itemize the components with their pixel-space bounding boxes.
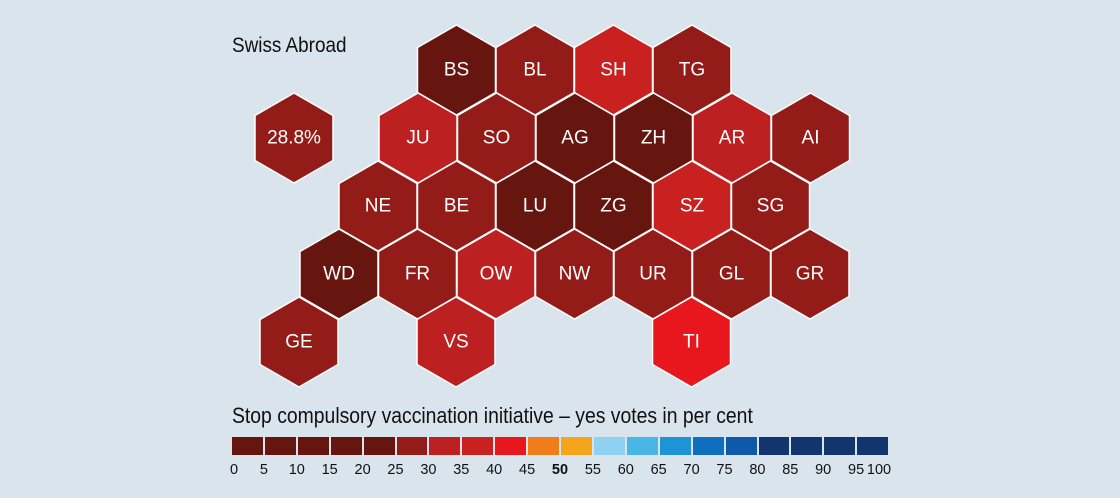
legend-tick-label: 100 — [866, 462, 892, 478]
legend-swatch — [823, 436, 857, 456]
canton-hex-vs — [416, 296, 496, 388]
legend-swatch — [658, 436, 692, 456]
legend-swatch — [231, 436, 264, 456]
legend-swatch — [560, 436, 593, 456]
legend-swatch — [362, 436, 396, 456]
canton-hex-gr — [770, 228, 850, 320]
canton-hex-ge-label: GE — [285, 332, 312, 353]
legend-swatch — [724, 436, 758, 456]
legend-swatch — [592, 436, 626, 456]
canton-hex-sh-label: SH — [600, 60, 626, 81]
canton-hex-ti-label: TI — [683, 332, 700, 353]
canton-hex-bs-label: BS — [444, 60, 469, 81]
hex-map: BS BL SH TG JU SO AG ZH AR AI NE BE LU ZG SZ SG WD FR OW NW… — [254, 24, 851, 388]
canton-hex-fr-label: FR — [405, 264, 430, 285]
canton-hex-nw-label: NW — [559, 264, 591, 285]
canton-hex-wd-label: WD — [323, 264, 355, 285]
legend-tick-label: 70 — [683, 462, 700, 478]
legend-tick-label: 45 — [519, 462, 536, 478]
canton-hex-gr-label: GR — [796, 264, 825, 285]
swiss-abroad-hex-label: 28.8% — [267, 128, 321, 149]
legend-tick-label: 50 — [551, 462, 569, 478]
canton-hex-ju-label: JU — [406, 128, 429, 149]
legend-swatch — [395, 436, 429, 456]
legend-tick-label: 25 — [387, 462, 404, 478]
canton-hex-ai-label: AI — [802, 128, 820, 149]
canton-hex-sg-label: SG — [757, 196, 784, 217]
legend-tick-label: 5 — [259, 462, 268, 478]
legend-title: Stop compulsory vaccination initiative –… — [232, 403, 753, 428]
legend-tick-label: 20 — [354, 462, 371, 478]
swiss-abroad-label: Swiss Abroad — [232, 34, 347, 57]
legend-swatch — [296, 436, 330, 456]
canton-hex-vs-label: VS — [443, 332, 468, 353]
swiss-abroad-hex — [254, 92, 334, 184]
canton-hex-bl-label: BL — [523, 60, 546, 81]
canton-hex-ow-label: OW — [480, 264, 513, 285]
legend-tick-label: 0 — [229, 462, 239, 478]
legend-swatch — [691, 436, 725, 456]
legend-swatch — [757, 436, 791, 456]
legend-tick-label: 80 — [749, 462, 766, 478]
legend-tick-label: 95 — [848, 462, 865, 478]
legend-tick-label: 75 — [716, 462, 733, 478]
canton-hex-gl-label: GL — [719, 264, 744, 285]
legend-tick-label: 85 — [782, 462, 799, 478]
legend-swatch — [527, 436, 561, 456]
legend-swatch — [428, 436, 462, 456]
legend-tick-label: 30 — [420, 462, 437, 478]
legend-tick-label: 10 — [288, 462, 305, 478]
canton-hex-ar-label: AR — [719, 128, 745, 149]
legend-tick-label: 15 — [321, 462, 338, 478]
legend-swatch — [461, 436, 495, 456]
canton-hex-be-label: BE — [444, 196, 469, 217]
legend-tick-label: 60 — [617, 462, 634, 478]
canton-hex-ge — [259, 296, 339, 388]
canton-hex-ur-label: UR — [639, 264, 666, 285]
canton-hex-zh-label: ZH — [641, 128, 666, 149]
legend-tick-label: 65 — [650, 462, 667, 478]
legend-tick-label: 90 — [815, 462, 832, 478]
canton-hex-ti — [651, 296, 732, 388]
canton-hex-tg-label: TG — [679, 60, 705, 81]
canton-hex-ag-label: AG — [561, 128, 588, 149]
canton-hex-ne-label: NE — [365, 196, 391, 217]
canton-hex-lu-label: LU — [523, 196, 547, 217]
legend-swatch — [790, 436, 824, 456]
canton-hex-so-label: SO — [483, 128, 510, 149]
legend-color-scale — [231, 436, 890, 456]
legend-swatch — [625, 436, 659, 456]
canton-hex-ai — [770, 92, 851, 184]
legend-swatch — [856, 436, 890, 456]
legend-swatch — [494, 436, 528, 456]
canton-hex-sz-label: SZ — [680, 196, 705, 217]
canton-hex-zg-label: ZG — [600, 196, 626, 217]
legend-tick-label: 35 — [453, 462, 470, 478]
legend-swatch — [263, 436, 297, 456]
legend-tick-label: 55 — [584, 462, 601, 478]
legend-tick-label: 40 — [486, 462, 503, 478]
legend-swatch — [329, 436, 363, 456]
